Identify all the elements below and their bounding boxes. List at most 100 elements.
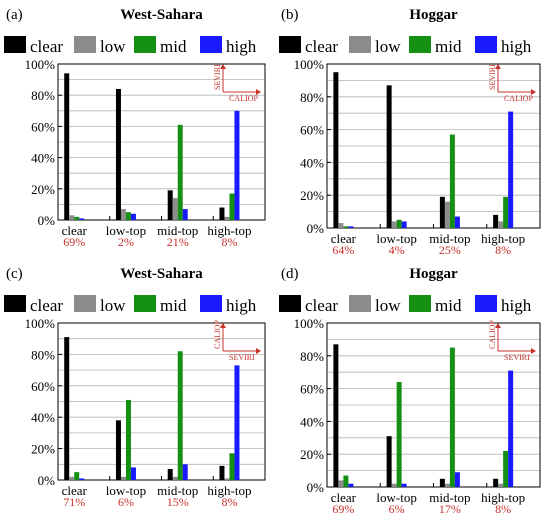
legend-item-clear: clear <box>279 295 338 315</box>
legend-swatch-low <box>349 295 371 312</box>
x-tick-label: high-top <box>481 490 525 505</box>
y-tick-label: 20% <box>31 442 55 457</box>
panel-label: (b) <box>281 7 299 23</box>
legend-label-mid: mid <box>435 296 462 315</box>
bar-clear-mid-top <box>167 190 173 220</box>
legend-swatch-low <box>74 295 96 312</box>
category-percent: 25% <box>439 243 461 257</box>
bar-high-clear <box>79 478 85 480</box>
chart-title: West-Sahara <box>120 7 203 23</box>
bar-mid-mid-top <box>177 351 183 480</box>
inset-arrowhead-x <box>531 89 536 95</box>
category-percent: 8% <box>495 243 511 257</box>
legend-swatch-clear <box>4 36 26 53</box>
bar-clear-low-top <box>115 420 121 480</box>
y-tick-label: 100% <box>25 57 56 72</box>
bar-clear-clear <box>333 72 339 228</box>
y-tick-label: 40% <box>31 410 55 425</box>
panel-label: (c) <box>6 266 23 282</box>
inset-x-label: SEVIRI <box>504 353 530 362</box>
chart-svg: (b) Hoggar clear low mid high 0% 20% 40% 60% 80% 10… <box>279 7 541 257</box>
legend-swatch-mid <box>134 295 156 312</box>
bar-clear-clear <box>64 337 70 480</box>
legend-swatch-low <box>349 36 371 53</box>
bar-low-clear <box>338 223 344 228</box>
bar-clear-high-top <box>219 465 225 480</box>
legend-swatch-high <box>200 295 222 312</box>
bar-low-clear <box>338 480 344 487</box>
y-tick-label: 80% <box>31 88 55 103</box>
y-axis: 0% 20% 40% 60% 80% 100% <box>25 57 62 228</box>
legend-label-high: high <box>501 296 532 315</box>
inset-arrowhead-y <box>220 323 226 328</box>
category-percent: 69% <box>332 502 354 516</box>
y-axis: 0% 20% 40% 60% 80% 100% <box>294 57 331 236</box>
y-tick-label: 20% <box>31 182 55 197</box>
bar-low-mid-top <box>444 483 450 487</box>
bar-clear-mid-top <box>439 196 445 228</box>
category-percent: 4% <box>389 243 405 257</box>
bar-low-low-top <box>391 483 397 487</box>
panel-label: (d) <box>281 266 299 282</box>
legend-label-low: low <box>375 296 401 315</box>
x-tick-label: low-top <box>376 490 416 505</box>
category-percent: 17% <box>439 502 461 516</box>
panel-c: (c) West-Sahara clear low mid high 0% 20% 40% 60%… <box>0 259 275 518</box>
legend-swatch-clear <box>4 295 26 312</box>
x-tick-label: clear <box>331 231 357 246</box>
legend-label-clear: clear <box>30 37 63 56</box>
bar-high-low-top <box>130 213 136 220</box>
category-percent: 2% <box>118 235 134 249</box>
legend-item-clear: clear <box>4 36 63 56</box>
legend: clear low mid high <box>279 295 532 315</box>
category-percent: 64% <box>332 243 354 257</box>
x-tick-label: clear <box>331 490 357 505</box>
bar-clear-high-top <box>219 207 225 220</box>
y-tick-label: 0% <box>38 213 56 228</box>
x-tick-label: clear <box>62 223 88 238</box>
bar-mid-high-top <box>229 193 235 220</box>
y-tick-label: 40% <box>300 414 324 429</box>
bar-high-low-top <box>401 221 407 228</box>
y-tick-label: 20% <box>300 188 324 203</box>
bar-clear-low-top <box>386 85 392 228</box>
y-tick-label: 100% <box>294 57 325 72</box>
bar-high-high-top <box>508 370 514 487</box>
inset-arrowhead-y <box>220 64 226 69</box>
bar-clear-high-top <box>493 478 499 487</box>
x-tick-label: low-top <box>106 223 146 238</box>
y-tick-label: 60% <box>31 379 55 394</box>
x-tick-label: high-top <box>481 231 525 246</box>
legend-item-high: high <box>200 295 257 315</box>
bar-low-mid-top <box>172 476 178 480</box>
legend-label-mid: mid <box>435 37 462 56</box>
bar-mid-clear <box>343 226 349 228</box>
bar-low-high-top <box>498 483 504 487</box>
x-tick-label: low-top <box>376 231 416 246</box>
bar-mid-low-top <box>396 219 402 228</box>
legend-swatch-high <box>475 295 497 312</box>
bar-high-high-top <box>234 365 240 480</box>
legend-label-clear: clear <box>30 296 63 315</box>
bars <box>64 73 240 221</box>
legend: clear low mid high <box>4 36 257 56</box>
bar-clear-mid-top <box>167 469 173 480</box>
legend-item-mid: mid <box>409 295 462 315</box>
inset-x-label: SEVIRI <box>229 353 255 362</box>
inset-y-label: CALIOP <box>488 320 497 349</box>
legend-item-high: high <box>475 295 532 315</box>
y-tick-label: 0% <box>307 221 325 236</box>
bar-clear-low-top <box>115 88 121 221</box>
y-tick-label: 80% <box>300 349 324 364</box>
bar-low-clear <box>69 215 75 220</box>
legend-item-clear: clear <box>4 295 63 315</box>
chart-title: Hoggar <box>409 266 458 282</box>
legend-swatch-mid <box>134 36 156 53</box>
legend-label-low: low <box>375 37 401 56</box>
bar-clear-mid-top <box>439 478 445 487</box>
bar-mid-clear <box>343 475 349 487</box>
legend-label-low: low <box>100 37 126 56</box>
legend-label-clear: clear <box>305 296 338 315</box>
inset-arrowhead-x <box>531 348 536 354</box>
